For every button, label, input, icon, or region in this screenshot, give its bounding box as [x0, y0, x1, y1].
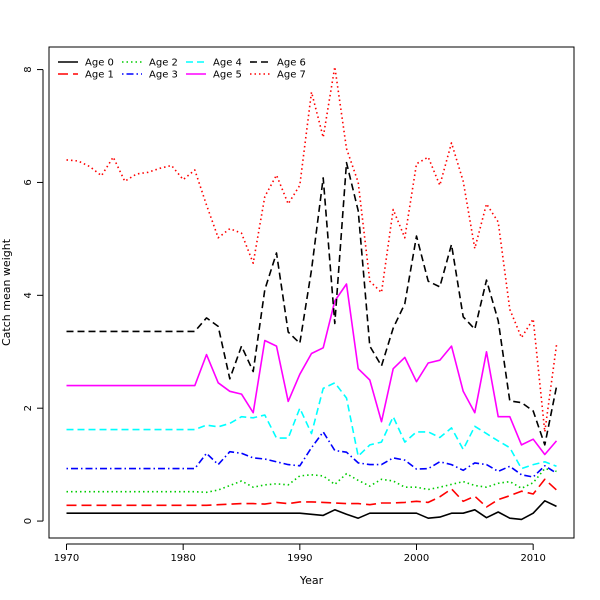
- y-axis-label: Catch mean weight: [0, 238, 13, 346]
- series-layer: [66, 66, 558, 521]
- x-axis-label: Year: [299, 574, 324, 587]
- legend-label: Age 7: [277, 70, 306, 81]
- series-line-age-1: [66, 478, 558, 508]
- series-line-age-3: [66, 431, 557, 478]
- legend-label: Age 4: [213, 58, 242, 69]
- x-tick-label: 1990: [287, 553, 312, 564]
- legend-label: Age 2: [149, 58, 178, 69]
- series-line-age-4: [66, 381, 557, 470]
- y-tick-label: 4: [23, 292, 34, 298]
- x-tick-label: 1970: [54, 553, 79, 564]
- x-tick-label: 2010: [520, 553, 545, 564]
- legend-item: Age 5: [186, 70, 242, 81]
- x-tick-label: 2000: [404, 553, 429, 564]
- x-axis: 1970 1980 1990 2000 2010: [54, 543, 546, 564]
- y-axis: 0 2 4 6 8: [23, 66, 44, 524]
- legend-label: Age 5: [213, 70, 242, 81]
- legend-label: Age 0: [85, 58, 114, 69]
- plot-frame: [48, 46, 575, 539]
- series-line-age-6: [66, 161, 558, 446]
- legend-item: Age 4: [186, 58, 242, 69]
- series-line-age-5: [66, 283, 558, 456]
- legend-item: Age 0: [58, 58, 114, 69]
- y-tick-label: 0: [23, 518, 34, 524]
- legend-label: Age 3: [149, 70, 178, 81]
- legend-item: Age 3: [122, 70, 178, 81]
- series-line-age-2: [66, 467, 557, 494]
- x-tick-label: 1980: [170, 553, 195, 564]
- legend-item: Age 1: [58, 70, 114, 81]
- legend-item: Age 7: [250, 70, 306, 81]
- legend-item: Age 2: [122, 58, 178, 69]
- legend-item: Age 6: [250, 58, 306, 69]
- y-tick-label: 6: [23, 179, 34, 185]
- series-line-age-0: [66, 499, 557, 521]
- series-line-age-7: [66, 66, 558, 433]
- legend-label: Age 1: [85, 70, 114, 81]
- y-tick-label: 2: [23, 405, 34, 411]
- legend-label: Age 6: [277, 58, 306, 69]
- y-tick-label: 8: [23, 66, 34, 72]
